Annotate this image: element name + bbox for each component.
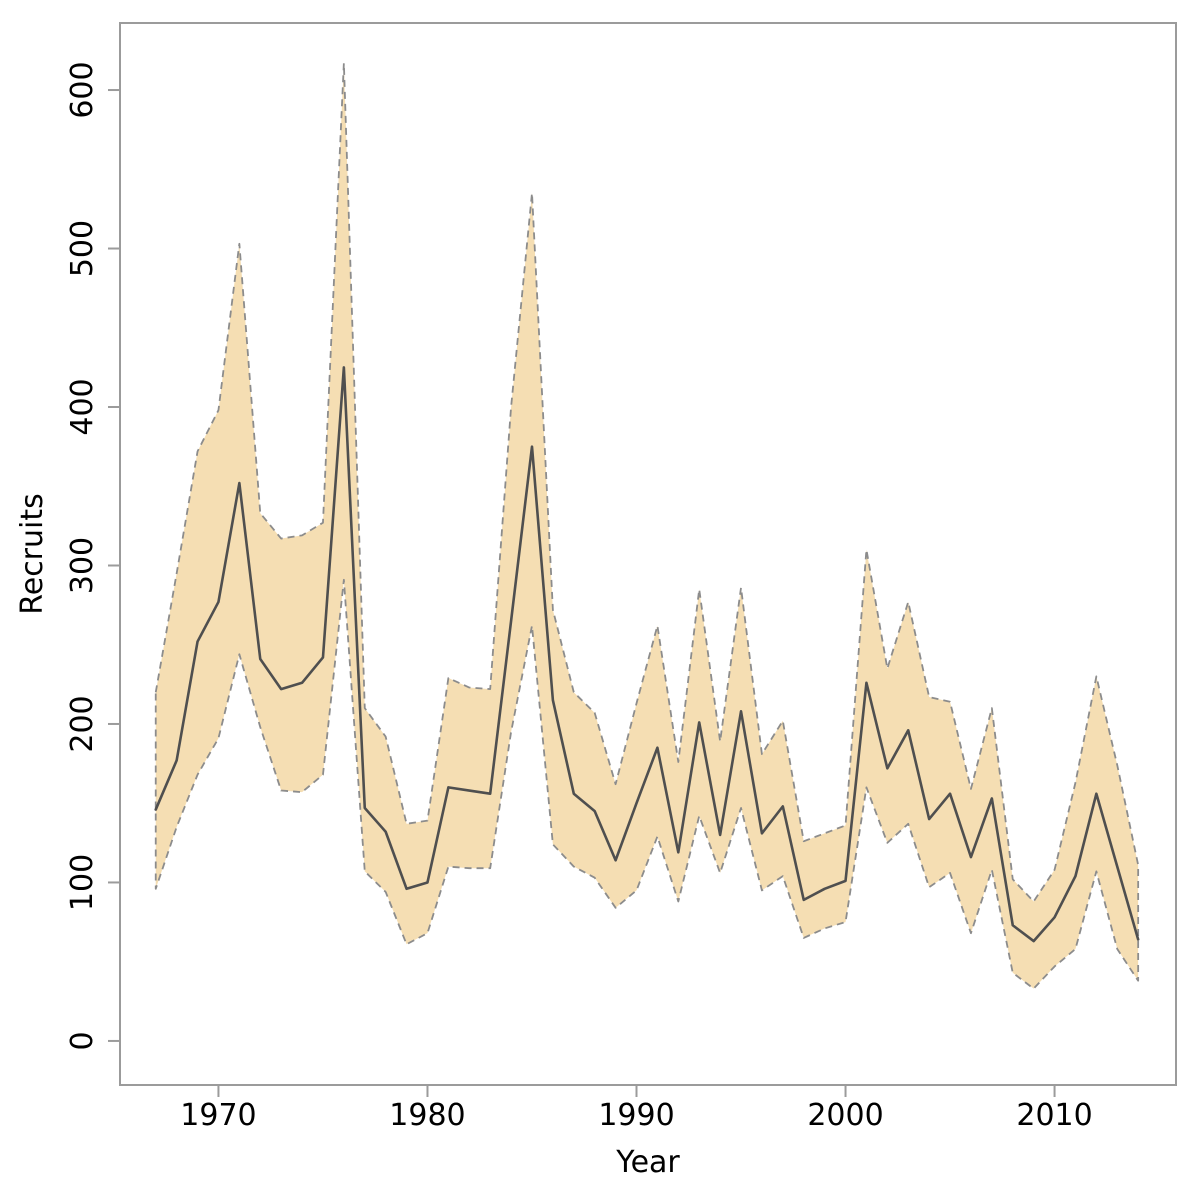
- x-tick-label: 1980: [389, 1098, 465, 1133]
- x-tick-label: 2010: [1016, 1098, 1092, 1133]
- recruits-median-line: [154, 366, 1140, 943]
- x-tick-label: 2000: [807, 1098, 883, 1133]
- y-tick-label: 500: [65, 220, 100, 277]
- y-tick-label: 300: [65, 537, 100, 594]
- y-tick-label: 100: [65, 854, 100, 911]
- x-axis-title: Year: [615, 1145, 680, 1180]
- plot-layers: 1970 1980 1990 2000 2010 0 100 200 300 400 500 600: [65, 22, 1177, 1133]
- y-tick-label: 0: [65, 1031, 100, 1050]
- x-tick-label: 1970: [180, 1098, 256, 1133]
- y-tick-label: 200: [65, 695, 100, 752]
- y-tick-label: 600: [65, 61, 100, 118]
- y-axis-title: Recruits: [15, 493, 50, 615]
- x-tick-label: 1990: [598, 1098, 674, 1133]
- y-tick-label: 400: [65, 378, 100, 435]
- confidence-band: [154, 62, 1140, 990]
- plot-border: [119, 22, 1177, 1086]
